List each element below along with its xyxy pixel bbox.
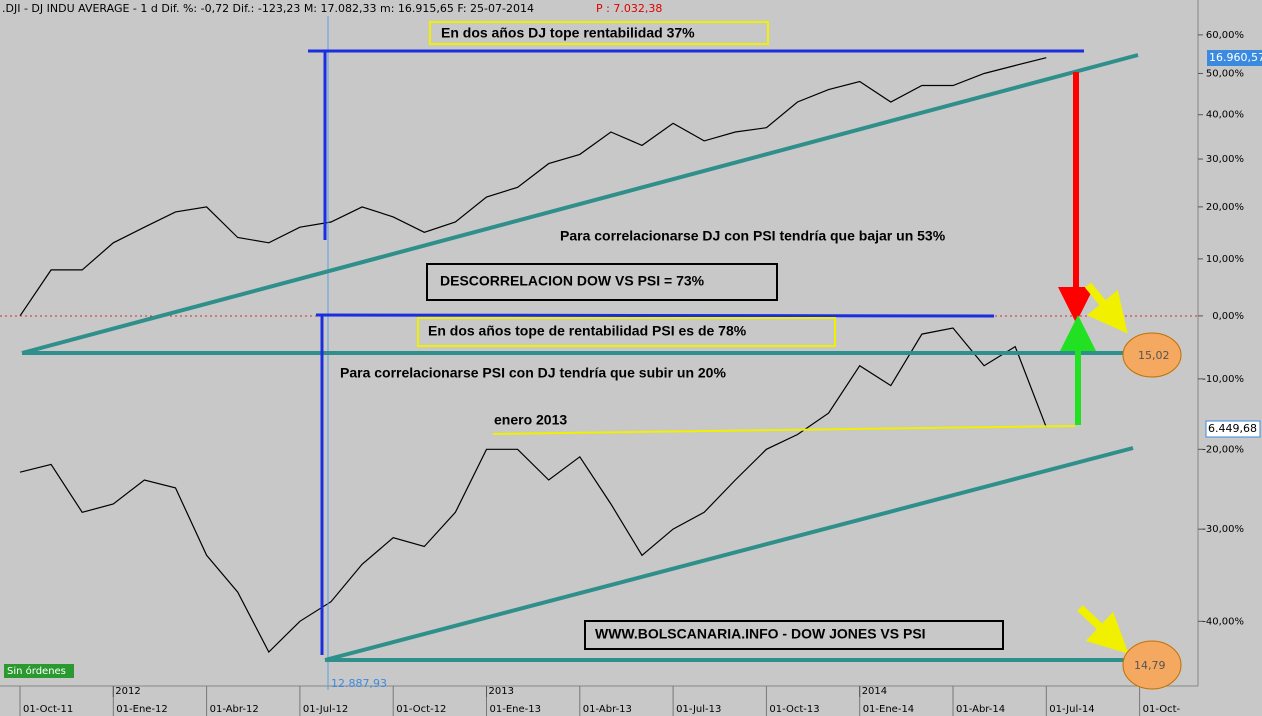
cursor-price: 12.887,93	[331, 677, 387, 690]
annotation-box	[417, 317, 836, 347]
y-tick-label: 60,00%	[1206, 30, 1244, 41]
x-tick-label: 01-Oct-	[1143, 704, 1181, 715]
y-tick-label: 50,00%	[1206, 68, 1244, 79]
x-tick-label: 01-Jul-12	[303, 704, 348, 715]
y-tick-label: 30,00%	[1206, 154, 1244, 165]
x-tick-label: 01-Jul-13	[676, 704, 721, 715]
annotation: Para correlacionarse DJ con PSI tendría …	[560, 228, 946, 244]
header-title: .DJI - DJ INDU AVERAGE - 1 d Dif. %: -0,…	[2, 2, 534, 15]
x-tick-label: 01-Ene-14	[863, 704, 914, 715]
circle-label: 14,79	[1134, 659, 1166, 672]
header-bg	[0, 0, 660, 16]
annotation: WWW.BOLSCANARIA.INFO - DOW JONES VS PSI	[595, 626, 926, 642]
x-tick-label: 01-Abr-14	[956, 704, 1005, 715]
orders-label: Sin órdenes	[7, 665, 66, 677]
year-label: 2014	[862, 686, 887, 697]
y-tick-label: -10,00%	[1202, 374, 1244, 385]
y-tick-label: -20,00%	[1202, 444, 1244, 455]
y-tick-label: 20,00%	[1206, 202, 1244, 213]
circle-label: 15,02	[1138, 349, 1170, 362]
year-label: 2012	[115, 686, 140, 697]
y-tick-label: -30,00%	[1202, 524, 1244, 535]
annotation-box	[426, 263, 778, 301]
series-line	[19, 57, 1047, 317]
x-tick-label: 01-Abr-12	[210, 704, 259, 715]
year-label: 2013	[489, 686, 514, 697]
orders-bg	[4, 664, 74, 678]
annotation: enero 2013	[494, 412, 567, 428]
price-label: 16.960,57	[1209, 51, 1262, 64]
series-line	[19, 327, 1047, 653]
x-tick-label: 01-Abr-13	[583, 704, 632, 715]
price-label-bg	[1205, 420, 1261, 438]
annotation: DESCORRELACION DOW VS PSI = 73%	[440, 273, 705, 289]
x-tick-label: 01-Oct-12	[396, 704, 446, 715]
marker-circle	[1122, 640, 1182, 690]
price-label: 6.449,68	[1208, 422, 1257, 435]
annotation: En dos años DJ tope rentabilidad 37%	[441, 25, 695, 41]
annotation-box	[584, 620, 1004, 650]
y-tick-label: 40,00%	[1206, 110, 1244, 121]
plot-area	[0, 0, 1198, 686]
header-last: P : 7.032,38	[596, 2, 662, 15]
x-tick-label: 01-Ene-12	[116, 704, 167, 715]
y-tick-label: -40,00%	[1202, 616, 1244, 627]
x-tick-label: 01-Jul-14	[1049, 704, 1094, 715]
y-tick-label: 0,00%	[1212, 311, 1244, 322]
annotation-box	[429, 21, 769, 45]
marker-circle	[1122, 332, 1182, 378]
annotation: Para correlacionarse PSI con DJ tendría …	[340, 365, 726, 381]
x-tick-label: 01-Oct-13	[769, 704, 819, 715]
annotation: En dos años tope de rentabilidad PSI es …	[428, 323, 747, 339]
x-tick-label: 01-Oct-11	[23, 704, 73, 715]
price-label-bg	[1207, 50, 1262, 66]
annotation-lines	[0, 14, 1198, 690]
x-tick-label: 01-Ene-13	[490, 704, 541, 715]
y-tick-label: 10,00%	[1206, 254, 1244, 265]
